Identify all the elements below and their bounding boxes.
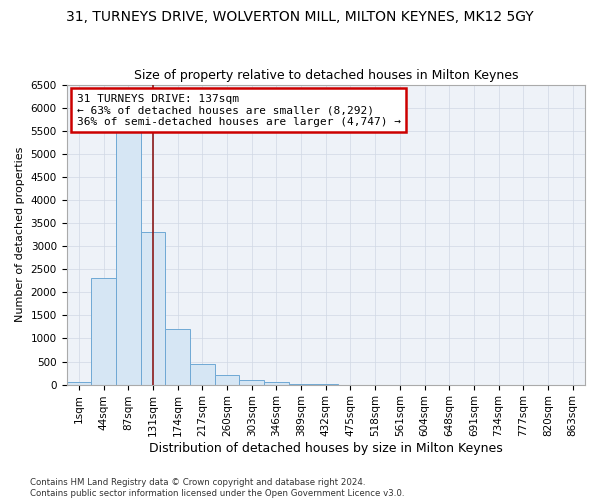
Bar	[91, 278, 116, 384]
X-axis label: Distribution of detached houses by size in Milton Keynes: Distribution of detached houses by size …	[149, 442, 503, 455]
Bar	[215, 376, 239, 384]
Text: Contains HM Land Registry data © Crown copyright and database right 2024.
Contai: Contains HM Land Registry data © Crown c…	[30, 478, 404, 498]
Text: 31 TURNEYS DRIVE: 137sqm
← 63% of detached houses are smaller (8,292)
36% of sem: 31 TURNEYS DRIVE: 137sqm ← 63% of detach…	[77, 94, 401, 127]
Bar	[116, 117, 140, 384]
Bar	[67, 382, 91, 384]
Bar	[239, 380, 264, 384]
Bar	[190, 364, 215, 384]
Text: 31, TURNEYS DRIVE, WOLVERTON MILL, MILTON KEYNES, MK12 5GY: 31, TURNEYS DRIVE, WOLVERTON MILL, MILTO…	[66, 10, 534, 24]
Bar	[140, 232, 165, 384]
Bar	[165, 329, 190, 384]
Y-axis label: Number of detached properties: Number of detached properties	[15, 147, 25, 322]
Title: Size of property relative to detached houses in Milton Keynes: Size of property relative to detached ho…	[134, 69, 518, 82]
Bar	[264, 382, 289, 384]
